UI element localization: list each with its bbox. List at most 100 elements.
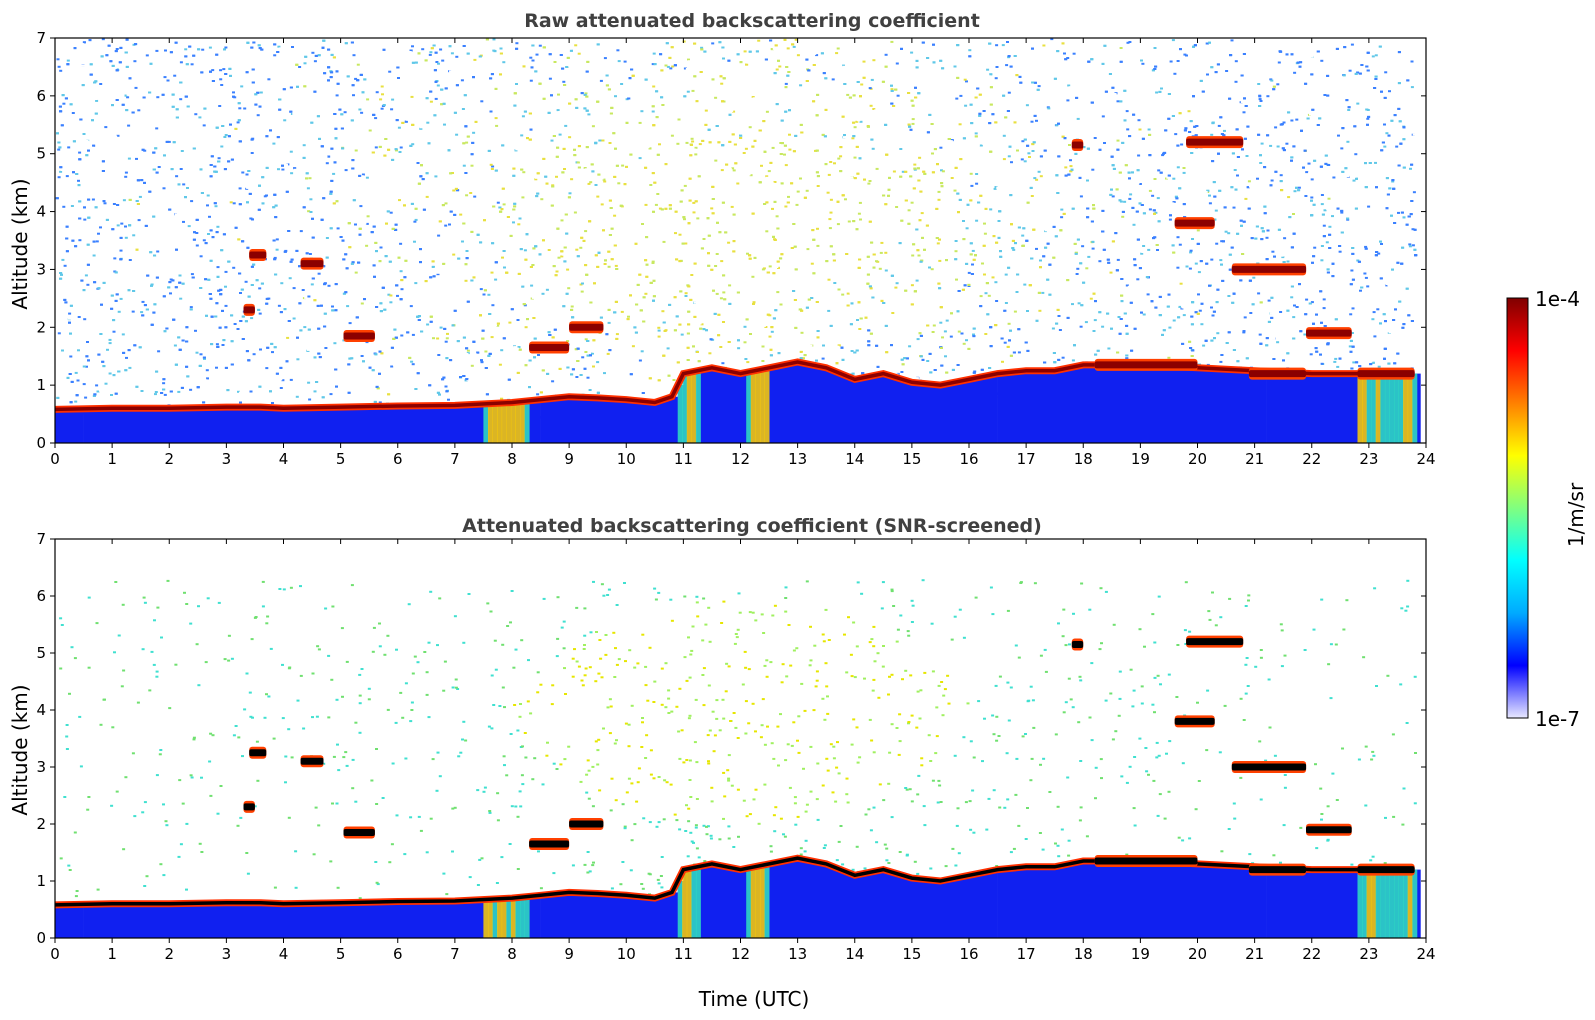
- colorbar-max-label: 1e-4: [1535, 287, 1580, 311]
- y-tick-label: 3: [36, 260, 46, 278]
- cloud-layer: [243, 306, 255, 314]
- y-tick-label: 4: [36, 203, 46, 221]
- cloud-layer: [1357, 370, 1415, 378]
- y-tick-label: 4: [36, 701, 46, 719]
- y-tick-label: 2: [36, 318, 46, 336]
- cloud-layer: [1357, 866, 1415, 874]
- x-tick-label: 2: [164, 450, 174, 468]
- x-tick-label: 6: [393, 450, 403, 468]
- x-tick-label: 21: [1245, 450, 1264, 468]
- x-tick-label: 22: [1302, 450, 1321, 468]
- x-tick-label: 20: [1188, 945, 1207, 963]
- x-tick-label: 15: [902, 945, 921, 963]
- near-surface-band: [55, 858, 1421, 938]
- y-tick-label: 5: [36, 145, 46, 163]
- y-tick-label: 7: [36, 530, 46, 548]
- cloud-layer: [249, 749, 267, 757]
- screened-panel-title: Attenuated backscattering coefficient (S…: [462, 515, 1042, 537]
- boundary-layer-core: [55, 856, 1415, 907]
- x-tick-label: 19: [1131, 450, 1150, 468]
- x-tick-label: 2: [164, 945, 174, 963]
- cloud-layer: [1071, 641, 1084, 648]
- screened-panel-y-axis-label: Altitude (km): [8, 684, 32, 815]
- x-tick-label: 13: [788, 450, 807, 468]
- x-tick-label: 11: [674, 450, 693, 468]
- cloud-layer: [1231, 265, 1307, 273]
- cloud-layer: [569, 820, 604, 828]
- x-tick-label: 9: [564, 450, 574, 468]
- x-tick-label: 16: [959, 450, 978, 468]
- x-tick-label: 24: [1416, 945, 1435, 963]
- x-tick-label: 9: [564, 945, 574, 963]
- cloud-layer: [1248, 866, 1306, 874]
- x-tick-label: 0: [50, 450, 60, 468]
- x-tick-label: 10: [617, 450, 636, 468]
- x-axis-label: Time (UTC): [698, 987, 810, 1011]
- x-tick-label: 17: [1017, 450, 1036, 468]
- x-tick-label: 23: [1359, 450, 1378, 468]
- colorbar-unit-label: 1/m/sr: [1564, 482, 1588, 547]
- cloud-layer: [243, 803, 255, 811]
- y-tick-label: 7: [36, 29, 46, 47]
- near-surface-band: [55, 362, 1421, 443]
- x-tick-label: 14: [845, 945, 864, 963]
- y-tick-label: 5: [36, 644, 46, 662]
- cloud-layer: [529, 344, 570, 351]
- y-tick-label: 0: [36, 434, 46, 452]
- x-tick-label: 7: [450, 945, 460, 963]
- cloud-layer: [1248, 370, 1306, 378]
- cloud-layer: [569, 323, 604, 331]
- screened-heatmap-area: 0 1 2 3 4 5 6 7 8 9 10 11 12 13 14 15 16 17 18 19 20 21 22 23 24…: [36, 530, 1435, 963]
- y-tick-label: 1: [36, 872, 46, 890]
- cloud-layer: [1174, 219, 1215, 227]
- x-tick-label: 20: [1188, 450, 1207, 468]
- cloud-layer: [1094, 361, 1198, 369]
- cloud-layer: [1174, 717, 1215, 725]
- x-tick-label: 0: [50, 945, 60, 963]
- colorbar-gradient: [1506, 297, 1529, 719]
- x-tick-label: 1: [107, 450, 117, 468]
- cloud-layer: [1306, 329, 1352, 337]
- cloud-layer: [1071, 141, 1084, 149]
- x-tick-label: 4: [279, 450, 289, 468]
- cloud-layer: [529, 840, 570, 848]
- x-tick-label: 12: [731, 450, 750, 468]
- cloud-layer: [300, 260, 324, 268]
- x-tick-label: 23: [1359, 945, 1378, 963]
- y-tick-label: 3: [36, 758, 46, 776]
- x-tick-label: 18: [1074, 450, 1093, 468]
- x-tick-label: 14: [845, 450, 864, 468]
- x-tick-label: 3: [222, 450, 232, 468]
- x-tick-label: 3: [222, 945, 232, 963]
- x-tick-label: 6: [393, 945, 403, 963]
- boundary-layer-core: [55, 360, 1415, 412]
- x-tick-label: 5: [336, 945, 346, 963]
- x-tick-label: 19: [1131, 945, 1150, 963]
- raw-heatmap-area: 0 1 2 3 4 5 6 7 8 9 10 11 12 13 14 15 16 17 18 19 20 21 22 23 24…: [36, 29, 1435, 468]
- cloud-layer: [1306, 826, 1352, 834]
- x-tick-label: 12: [731, 945, 750, 963]
- raw-panel-title: Raw attenuated backscattering coefficien…: [524, 10, 980, 32]
- y-tick-label: 0: [36, 929, 46, 947]
- x-tick-label: 24: [1416, 450, 1435, 468]
- colorbar-min-label: 1e-7: [1535, 707, 1580, 731]
- raw-panel-y-axis-label: Altitude (km): [8, 178, 32, 309]
- cloud-layer: [1186, 138, 1244, 146]
- x-tick-label: 4: [279, 945, 289, 963]
- x-tick-label: 1: [107, 945, 117, 963]
- y-tick-label: 6: [36, 587, 46, 605]
- y-tick-label: 2: [36, 815, 46, 833]
- cloud-layer: [1231, 763, 1307, 771]
- screened-backscatter-panel: Attenuated backscattering coefficient (S…: [8, 515, 1436, 1011]
- cloud-layer: [249, 251, 267, 259]
- x-tick-label: 18: [1074, 945, 1093, 963]
- raw-backscatter-panel: Raw attenuated backscattering coefficien…: [8, 10, 1436, 468]
- backscatter-field: [55, 38, 1421, 443]
- colorbar: 1e-4 1e-7 1/m/sr: [1506, 287, 1588, 731]
- x-tick-label: 8: [507, 945, 517, 963]
- x-tick-label: 7: [450, 450, 460, 468]
- cloud-layer: [1186, 638, 1244, 646]
- x-tick-label: 10: [617, 945, 636, 963]
- x-tick-label: 16: [959, 945, 978, 963]
